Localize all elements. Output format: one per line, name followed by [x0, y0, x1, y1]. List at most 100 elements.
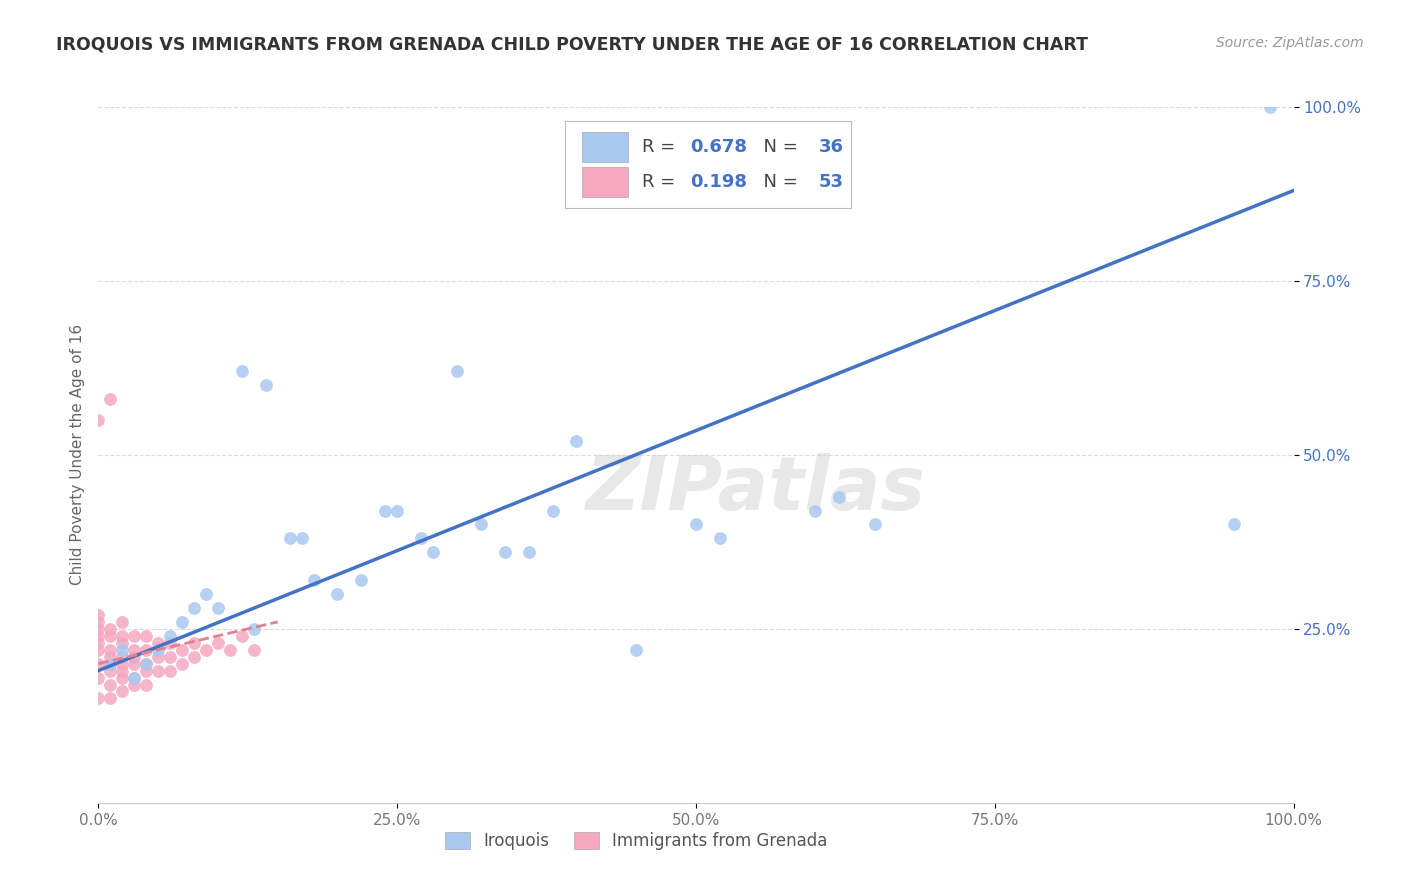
Point — [159, 629, 181, 643]
Point — [172, 642, 194, 657]
Point — [207, 636, 229, 650]
Point — [111, 642, 134, 657]
Point — [124, 657, 146, 671]
Point — [243, 642, 266, 657]
Text: 36: 36 — [820, 138, 844, 156]
Point — [517, 545, 540, 559]
Point — [159, 649, 181, 664]
Point — [278, 532, 301, 546]
Point — [111, 684, 134, 698]
Point — [148, 636, 170, 650]
FancyBboxPatch shape — [565, 121, 852, 208]
Point — [111, 657, 134, 671]
Point — [111, 629, 134, 643]
Point — [87, 671, 110, 685]
Point — [422, 545, 444, 559]
Point — [446, 364, 468, 378]
Point — [231, 364, 253, 378]
Point — [98, 649, 122, 664]
Point — [411, 532, 433, 546]
Text: 0.678: 0.678 — [690, 138, 747, 156]
Point — [135, 677, 157, 691]
Point — [135, 664, 157, 678]
Point — [98, 657, 122, 671]
Point — [243, 622, 266, 636]
Text: ZIPatlas: ZIPatlas — [586, 453, 925, 526]
Point — [565, 434, 588, 448]
Point — [111, 615, 134, 629]
Point — [111, 649, 134, 664]
Point — [470, 517, 492, 532]
Point — [828, 490, 851, 504]
Point — [350, 573, 373, 587]
Point — [111, 671, 134, 685]
Point — [626, 642, 648, 657]
Point — [135, 642, 157, 657]
Text: 0.198: 0.198 — [690, 173, 747, 191]
Point — [326, 587, 349, 601]
Point — [195, 587, 218, 601]
Point — [159, 664, 181, 678]
Y-axis label: Child Poverty Under the Age of 16: Child Poverty Under the Age of 16 — [69, 325, 84, 585]
Point — [98, 622, 122, 636]
Point — [302, 573, 325, 587]
Point — [98, 642, 122, 657]
Point — [231, 629, 253, 643]
Point — [98, 392, 122, 407]
Point — [98, 629, 122, 643]
Point — [172, 615, 194, 629]
Point — [87, 607, 110, 622]
Point — [148, 649, 170, 664]
Point — [183, 649, 205, 664]
Text: R =: R = — [643, 138, 681, 156]
Point — [148, 642, 170, 657]
Point — [207, 601, 229, 615]
Point — [124, 671, 146, 685]
Point — [98, 691, 122, 706]
Point — [98, 677, 122, 691]
Point — [183, 636, 205, 650]
Point — [685, 517, 707, 532]
Point — [183, 601, 205, 615]
Point — [98, 664, 122, 678]
Point — [541, 503, 564, 517]
Point — [87, 629, 110, 643]
Point — [135, 629, 157, 643]
Point — [291, 532, 314, 546]
Point — [135, 657, 157, 671]
Text: N =: N = — [752, 138, 804, 156]
Point — [1258, 100, 1281, 114]
Text: N =: N = — [752, 173, 804, 191]
Point — [87, 622, 110, 636]
Point — [124, 629, 146, 643]
Point — [87, 413, 110, 427]
Point — [111, 664, 134, 678]
FancyBboxPatch shape — [582, 131, 628, 162]
Point — [135, 657, 157, 671]
Point — [111, 636, 134, 650]
Point — [159, 636, 181, 650]
Point — [195, 642, 218, 657]
Point — [87, 642, 110, 657]
Legend: Iroquois, Immigrants from Grenada: Iroquois, Immigrants from Grenada — [439, 826, 834, 857]
Point — [124, 649, 146, 664]
Point — [124, 642, 146, 657]
Point — [87, 691, 110, 706]
Point — [1223, 517, 1246, 532]
Point — [709, 532, 731, 546]
Point — [172, 657, 194, 671]
Point — [87, 615, 110, 629]
Point — [98, 657, 122, 671]
Point — [865, 517, 887, 532]
Point — [87, 657, 110, 671]
Point — [494, 545, 516, 559]
Point — [124, 671, 146, 685]
Point — [374, 503, 396, 517]
FancyBboxPatch shape — [582, 167, 628, 197]
Point — [219, 642, 242, 657]
Text: IROQUOIS VS IMMIGRANTS FROM GRENADA CHILD POVERTY UNDER THE AGE OF 16 CORRELATIO: IROQUOIS VS IMMIGRANTS FROM GRENADA CHIL… — [56, 36, 1088, 54]
Point — [87, 636, 110, 650]
Text: Source: ZipAtlas.com: Source: ZipAtlas.com — [1216, 36, 1364, 50]
Text: R =: R = — [643, 173, 681, 191]
Point — [124, 677, 146, 691]
